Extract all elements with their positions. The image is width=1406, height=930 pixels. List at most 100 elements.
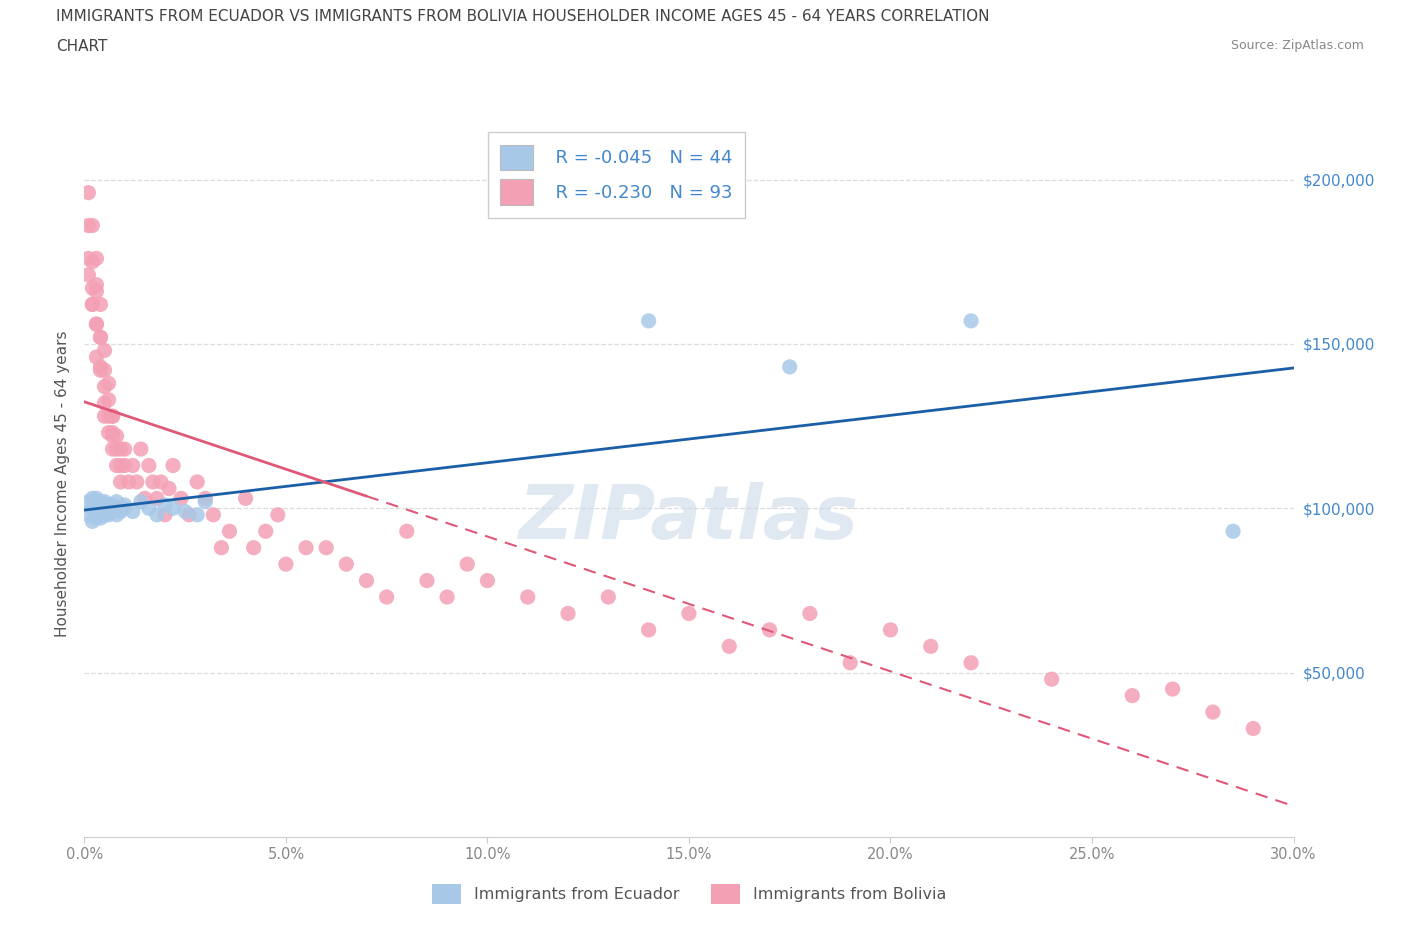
Point bbox=[77, 508, 100, 523]
Point bbox=[436, 590, 458, 604]
Point bbox=[920, 639, 942, 654]
Point bbox=[960, 313, 983, 328]
Point bbox=[86, 277, 108, 292]
Point bbox=[101, 409, 124, 424]
Point bbox=[93, 504, 115, 519]
Point bbox=[194, 491, 217, 506]
Point bbox=[153, 498, 176, 512]
Point bbox=[129, 494, 152, 509]
Point bbox=[89, 297, 111, 312]
Point bbox=[121, 458, 143, 473]
Point bbox=[105, 508, 128, 523]
Point bbox=[101, 425, 124, 440]
Point bbox=[89, 504, 111, 519]
Point bbox=[97, 425, 120, 440]
Point bbox=[194, 494, 217, 509]
Point bbox=[93, 395, 115, 410]
Point bbox=[118, 474, 141, 489]
Point bbox=[138, 501, 160, 516]
Point bbox=[1121, 688, 1143, 703]
Point bbox=[105, 494, 128, 509]
Point bbox=[105, 442, 128, 457]
Point bbox=[395, 524, 418, 538]
Point bbox=[267, 508, 290, 523]
Point bbox=[97, 376, 120, 391]
Point bbox=[242, 540, 264, 555]
Point bbox=[77, 268, 100, 283]
Point bbox=[129, 442, 152, 457]
Point bbox=[1241, 721, 1264, 736]
Point bbox=[101, 429, 124, 444]
Point bbox=[114, 458, 136, 473]
Point bbox=[86, 491, 108, 506]
Point bbox=[89, 501, 111, 516]
Point bbox=[101, 498, 124, 512]
Point bbox=[93, 494, 115, 509]
Point bbox=[1040, 671, 1063, 686]
Point bbox=[142, 474, 165, 489]
Point bbox=[93, 409, 115, 424]
Point bbox=[89, 494, 111, 509]
Text: Source: ZipAtlas.com: Source: ZipAtlas.com bbox=[1230, 39, 1364, 52]
Point bbox=[170, 491, 193, 506]
Point bbox=[89, 360, 111, 375]
Point bbox=[97, 498, 120, 512]
Point bbox=[97, 501, 120, 516]
Point bbox=[254, 524, 277, 538]
Point bbox=[77, 251, 100, 266]
Point bbox=[799, 606, 821, 621]
Point bbox=[146, 508, 169, 523]
Point bbox=[86, 317, 108, 332]
Point bbox=[179, 508, 201, 523]
Point bbox=[82, 219, 104, 233]
Point bbox=[356, 573, 378, 588]
Point bbox=[86, 317, 108, 332]
Point bbox=[779, 360, 801, 375]
Point bbox=[879, 622, 901, 637]
Point bbox=[678, 606, 700, 621]
Point bbox=[456, 557, 478, 572]
Point bbox=[86, 508, 108, 523]
Point bbox=[174, 504, 197, 519]
Point bbox=[86, 511, 108, 525]
Point bbox=[82, 297, 104, 312]
Point bbox=[162, 458, 184, 473]
Point bbox=[86, 284, 108, 299]
Point bbox=[101, 442, 124, 457]
Point bbox=[960, 656, 983, 671]
Point bbox=[209, 540, 232, 555]
Legend: Immigrants from Ecuador, Immigrants from Bolivia: Immigrants from Ecuador, Immigrants from… bbox=[426, 878, 952, 910]
Point bbox=[86, 251, 108, 266]
Point bbox=[114, 501, 136, 516]
Point bbox=[146, 491, 169, 506]
Point bbox=[86, 504, 108, 519]
Point bbox=[110, 474, 132, 489]
Point bbox=[105, 429, 128, 444]
Point bbox=[235, 491, 257, 506]
Point bbox=[1202, 705, 1225, 720]
Point bbox=[315, 540, 337, 555]
Point bbox=[97, 508, 120, 523]
Y-axis label: Householder Income Ages 45 - 64 years: Householder Income Ages 45 - 64 years bbox=[55, 330, 70, 637]
Point bbox=[114, 498, 136, 512]
Point bbox=[82, 514, 104, 529]
Point bbox=[89, 330, 111, 345]
Point bbox=[97, 409, 120, 424]
Point bbox=[89, 330, 111, 345]
Text: ZIPatlas: ZIPatlas bbox=[519, 483, 859, 555]
Point bbox=[89, 511, 111, 525]
Point bbox=[110, 501, 132, 516]
Point bbox=[110, 458, 132, 473]
Point bbox=[93, 343, 115, 358]
Point bbox=[93, 379, 115, 394]
Point bbox=[186, 474, 208, 489]
Point bbox=[110, 504, 132, 519]
Text: IMMIGRANTS FROM ECUADOR VS IMMIGRANTS FROM BOLIVIA HOUSEHOLDER INCOME AGES 45 - : IMMIGRANTS FROM ECUADOR VS IMMIGRANTS FR… bbox=[56, 9, 990, 24]
Point bbox=[77, 219, 100, 233]
Point bbox=[101, 504, 124, 519]
Point bbox=[97, 392, 120, 407]
Point bbox=[1222, 524, 1244, 538]
Point bbox=[718, 639, 741, 654]
Point bbox=[162, 501, 184, 516]
Point bbox=[157, 481, 180, 496]
